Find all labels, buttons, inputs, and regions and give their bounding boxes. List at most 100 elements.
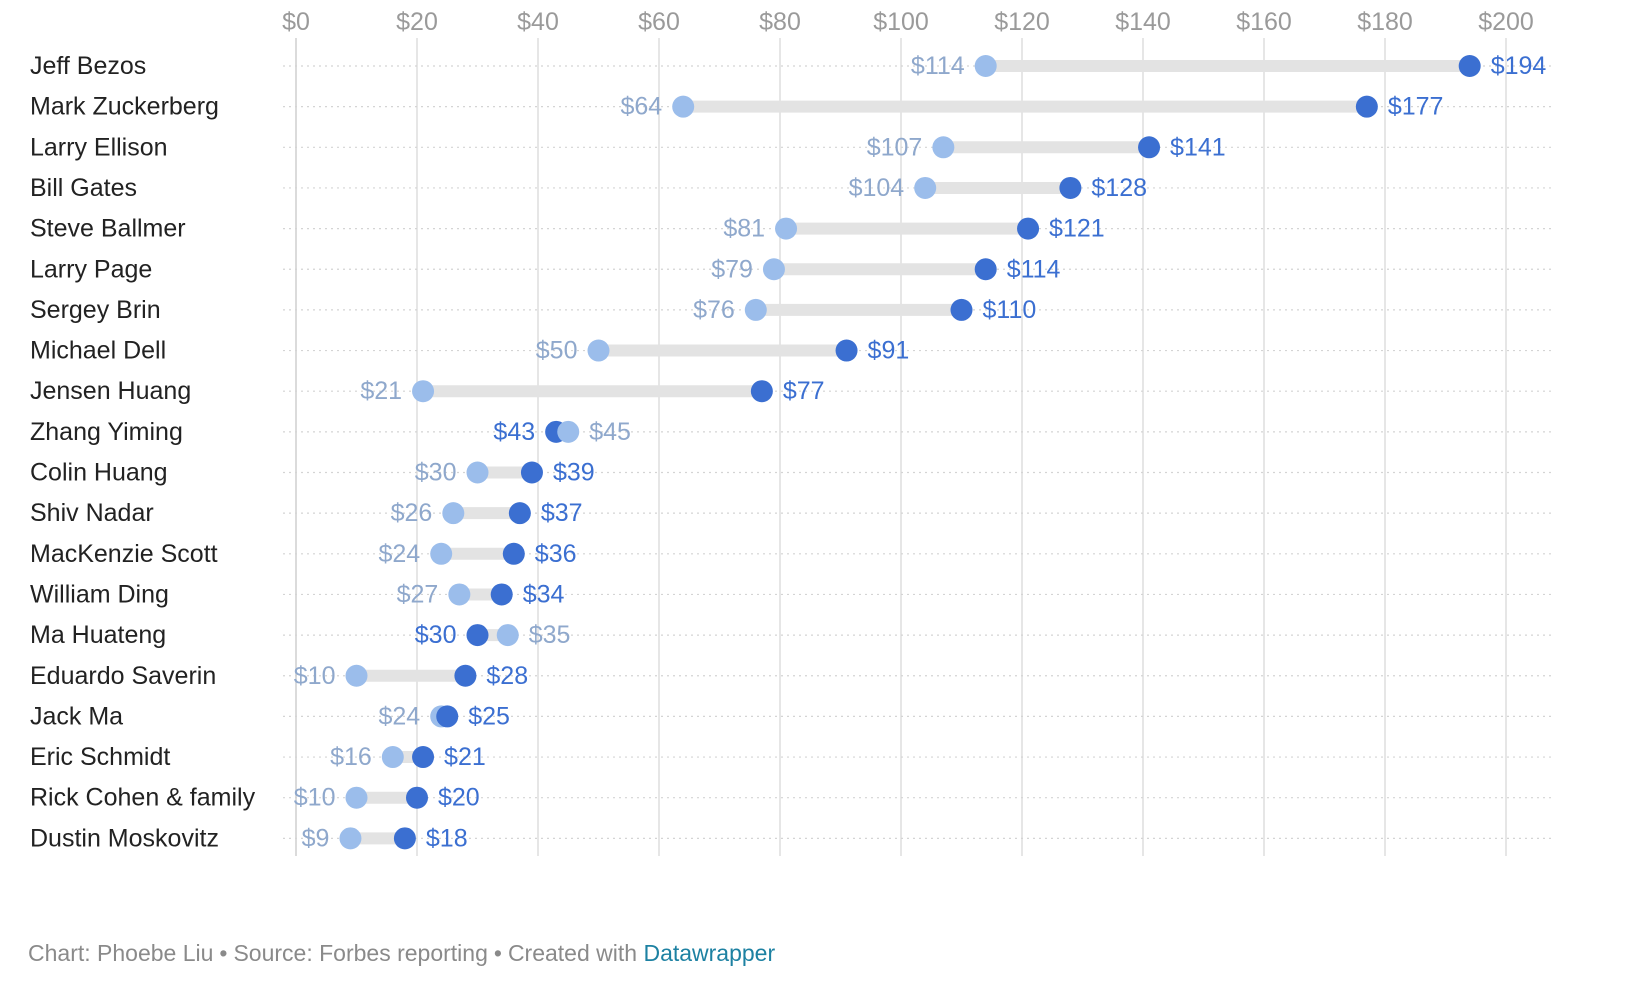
row-name-label: MacKenzie Scott (30, 540, 218, 568)
row-name-label: Ma Huateng (30, 621, 166, 649)
end-dot (1138, 136, 1161, 159)
row-name-label: Steve Ballmer (30, 215, 186, 243)
end-value-label: $28 (486, 662, 528, 690)
start-value-label: $79 (711, 255, 753, 283)
start-dot (557, 420, 580, 443)
end-dot (750, 380, 773, 403)
end-value-label: $177 (1388, 93, 1444, 121)
row-name-label: Sergey Brin (30, 296, 161, 324)
end-dot (406, 786, 428, 809)
x-tick-label: $120 (994, 8, 1050, 36)
start-value-label: $64 (620, 93, 662, 121)
start-value-label: $107 (867, 133, 923, 161)
end-value-label: $121 (1049, 215, 1105, 243)
end-value-label: $18 (426, 824, 468, 852)
start-dot (448, 583, 471, 606)
row-name-label: Bill Gates (30, 174, 137, 202)
row-name-label: Jeff Bezos (30, 52, 146, 80)
row-name-label: Rick Cohen & family (30, 784, 256, 812)
start-dot (442, 502, 465, 525)
end-dot (950, 298, 973, 321)
row-name-label: Jack Ma (30, 702, 123, 730)
row-name-label: Colin Huang (30, 459, 168, 487)
end-dot (466, 624, 489, 647)
start-value-label: $21 (360, 377, 402, 405)
start-dot (345, 664, 368, 687)
end-dot (436, 705, 459, 728)
row-name-label: Eduardo Saverin (30, 662, 216, 690)
row-name-label: Eric Schmidt (30, 743, 170, 771)
end-value-label: $25 (468, 702, 510, 730)
row-name-label: William Ding (30, 580, 169, 608)
end-value-label: $110 (983, 296, 1037, 324)
end-dot (412, 746, 435, 769)
end-value-label: $91 (868, 337, 910, 365)
x-tick-label: $160 (1236, 8, 1292, 36)
x-tick-label: $200 (1478, 8, 1534, 36)
end-value-label: $128 (1091, 174, 1147, 202)
start-dot (914, 176, 937, 199)
end-dot (1059, 176, 1082, 199)
end-dot (1017, 217, 1040, 240)
end-value-label: $36 (535, 540, 577, 568)
start-dot (339, 827, 362, 850)
end-value-label: $37 (541, 499, 583, 527)
start-value-label: $16 (330, 743, 372, 771)
footer-author: Chart: Phoebe Liu (28, 940, 214, 966)
row-name-label: Larry Page (30, 255, 152, 283)
datawrapper-link[interactable]: Datawrapper (643, 940, 776, 966)
start-value-label: $10 (294, 784, 336, 812)
start-value-label: $24 (378, 540, 420, 568)
end-value-label: $39 (553, 459, 595, 487)
end-dot (393, 827, 416, 850)
row-name-label: Michael Dell (30, 337, 166, 365)
start-value-label: $114 (911, 52, 965, 80)
end-value-label: $194 (1491, 52, 1547, 80)
footer-separator: • (493, 940, 502, 966)
start-value-label: $35 (529, 621, 571, 649)
end-dot (454, 664, 477, 687)
x-tick-label: $60 (638, 8, 680, 36)
end-value-label: $43 (493, 418, 535, 446)
start-value-label: $81 (723, 215, 765, 243)
start-dot (430, 542, 453, 565)
end-value-label: $141 (1170, 133, 1226, 161)
end-value-label: $30 (415, 621, 457, 649)
start-value-label: $24 (378, 702, 420, 730)
end-dot (835, 339, 858, 362)
row-name-label: Shiv Nadar (30, 499, 154, 527)
x-tick-label: $140 (1115, 8, 1171, 36)
row-name-label: Dustin Moskovitz (30, 824, 219, 852)
end-value-label: $21 (444, 743, 486, 771)
end-dot (1355, 95, 1378, 118)
start-dot (775, 217, 798, 240)
footer-created: Created with (507, 940, 638, 966)
x-tick-label: $0 (282, 8, 310, 36)
footer-separator: • (219, 940, 228, 966)
start-value-label: $30 (415, 459, 457, 487)
start-dot (587, 339, 610, 362)
start-dot (672, 95, 695, 118)
end-value-label: $114 (1007, 255, 1061, 283)
row-name-label: Jensen Huang (30, 377, 191, 405)
chart-footer: Chart: Phoebe Liu • Source: Forbes reporti… (28, 940, 775, 967)
start-dot (345, 786, 368, 809)
start-value-label: $104 (849, 174, 905, 202)
start-value-label: $26 (391, 499, 433, 527)
row-name-label: Zhang Yiming (30, 418, 183, 446)
start-value-label: $76 (693, 296, 735, 324)
start-value-label: $9 (302, 824, 330, 852)
end-value-label: $34 (523, 580, 565, 608)
start-dot (744, 298, 767, 321)
end-dot (1458, 55, 1481, 77)
start-value-label: $27 (397, 580, 439, 608)
end-dot (520, 461, 543, 484)
start-value-label: $50 (536, 337, 578, 365)
end-value-label: $20 (438, 784, 480, 812)
end-dot (508, 502, 531, 525)
start-dot (974, 55, 997, 77)
start-dot (412, 380, 435, 403)
x-tick-label: $180 (1357, 8, 1413, 36)
start-dot (496, 624, 519, 647)
